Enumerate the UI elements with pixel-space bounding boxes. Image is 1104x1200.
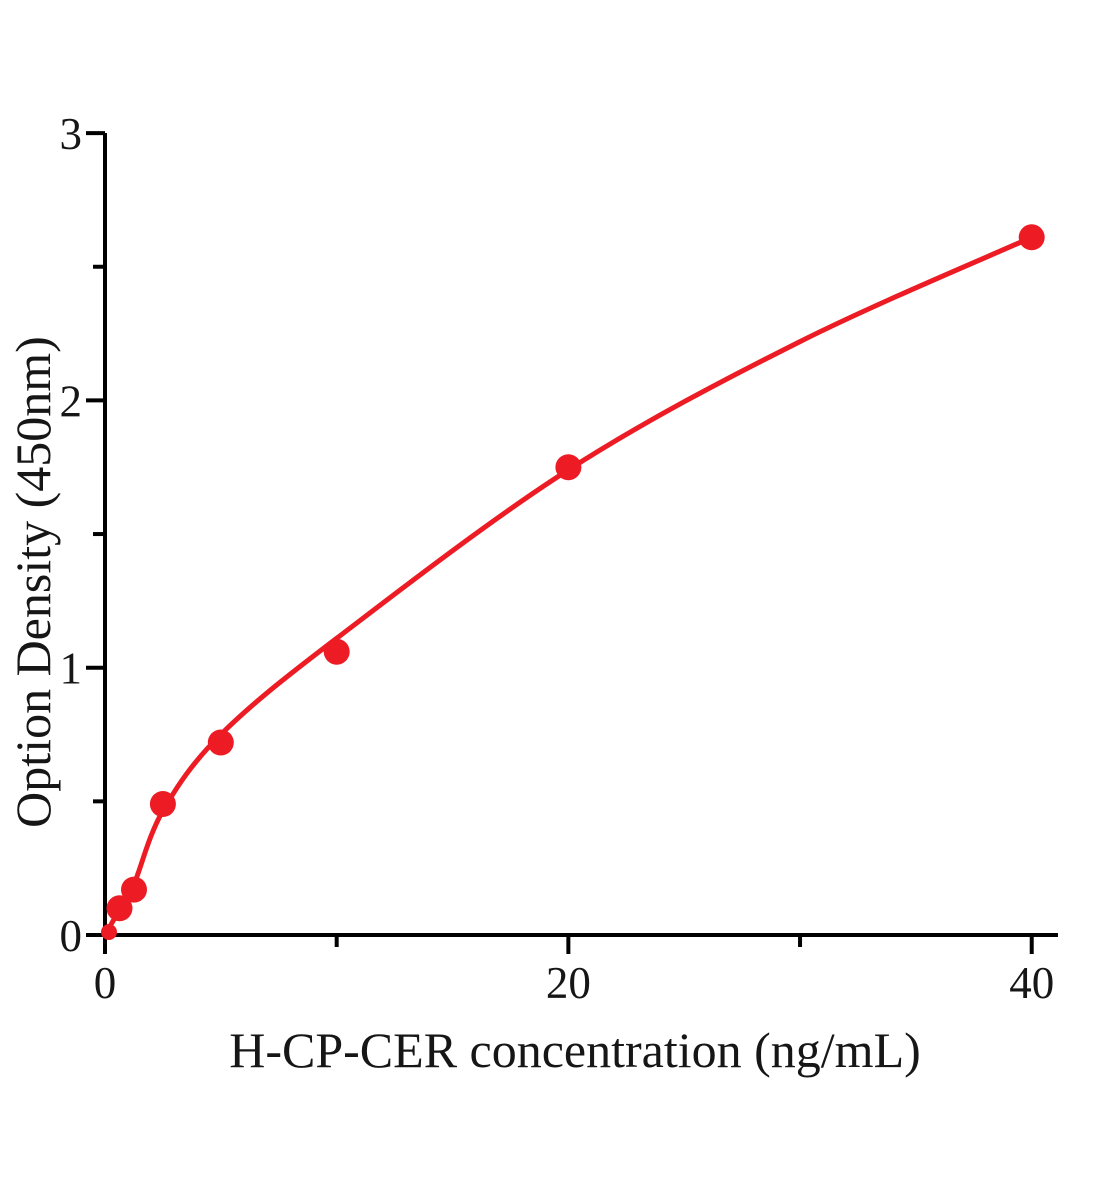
data-point [1018,224,1045,251]
data-point [149,791,176,817]
data-point [207,729,234,756]
y-tick-label: 1 [60,644,83,694]
data-point [106,895,133,922]
data-point [121,876,147,903]
data-point [323,638,350,665]
data-point [101,924,117,940]
y-tick-label: 3 [60,109,83,159]
x-tick-label: 0 [94,958,117,1008]
y-axis-title: Option Density (450nm) [5,336,61,828]
y-tick-label: 2 [60,376,83,426]
fit-curve-line [102,234,1035,938]
x-tick-label: 40 [1009,958,1054,1008]
data-point [555,454,582,481]
x-axis-title: H-CP-CER concentration (ng/mL) [229,1022,921,1078]
x-tick-label: 20 [546,958,591,1008]
y-tick-label: 0 [60,911,83,961]
